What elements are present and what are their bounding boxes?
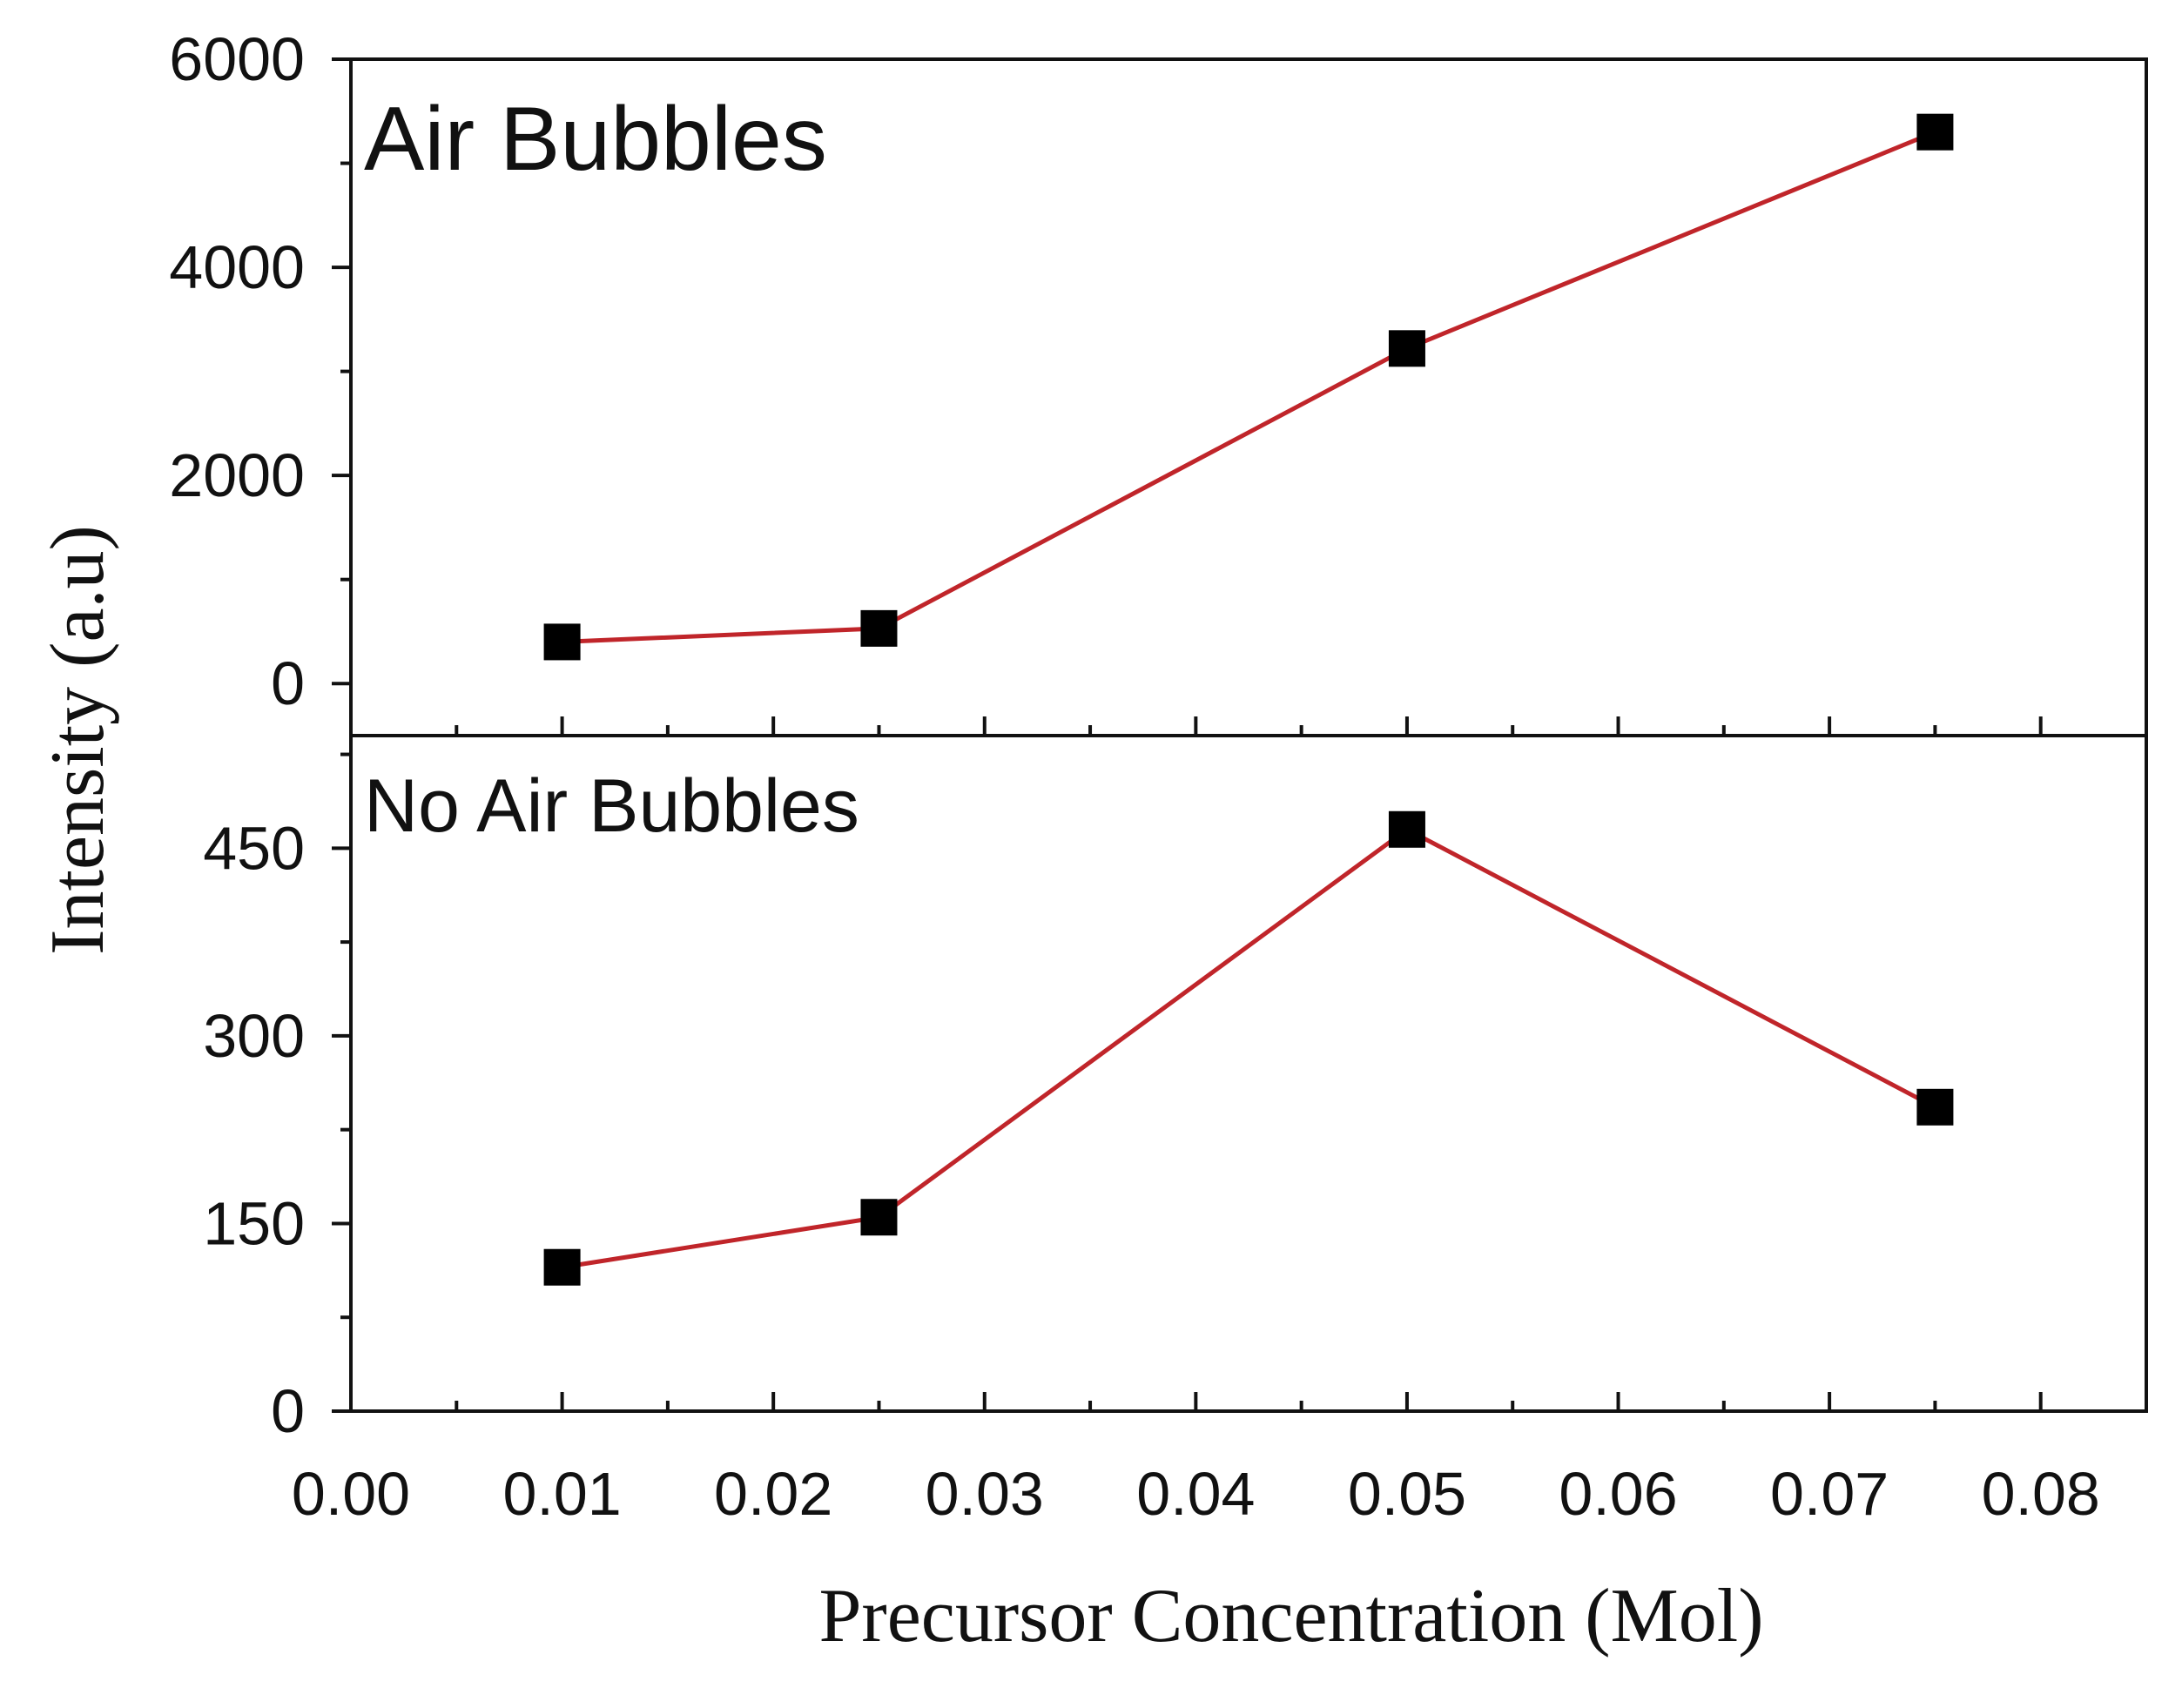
y-tick-label: 450	[203, 814, 305, 882]
y-tick-label: 150	[203, 1189, 305, 1257]
data-point-air-bubbles-2	[860, 609, 898, 647]
panel-air-bubbles: 0 2000 4000 6000 Air Bubbles	[169, 25, 2148, 736]
data-point-air-bubbles-1	[543, 623, 581, 661]
x-tick-label: 0.06	[1559, 1460, 1677, 1528]
panel-frame-no-air-bubbles	[349, 734, 2148, 1413]
x-tick-label: 0.02	[714, 1460, 832, 1528]
x-tick-label: 0.07	[1770, 1460, 1889, 1528]
x-tick-label: 0.08	[1982, 1460, 2100, 1528]
y-tick-label: 6000	[169, 25, 305, 93]
x-tick-label: 0.00	[292, 1460, 410, 1528]
series-line-no-air-bubbles	[562, 826, 1936, 1270]
data-point-no-air-bubbles-3	[1388, 810, 1425, 848]
x-tick-label: 0.05	[1348, 1460, 1466, 1528]
x-tick-label: 0.04	[1136, 1460, 1255, 1528]
x-tick-label: 0.03	[926, 1460, 1044, 1528]
series-line-air-bubbles	[562, 130, 1936, 644]
panel-air-bubbles-title: Air Bubbles	[364, 89, 827, 190]
y-tick-label: 0	[271, 1377, 305, 1445]
x-axis-tick-labels: 0.00 0.01 0.02 0.03 0.04 0.05 0.06 0.07 0.08	[292, 1460, 2100, 1528]
y-tick-label: 300	[203, 1002, 305, 1070]
panel-no-air-bubbles-ticks: 0 150 300 450	[203, 752, 2148, 1445]
x-axis-title: Precursor Concentration (Mol)	[818, 1574, 1763, 1658]
data-point-air-bubbles-4	[1916, 113, 1954, 151]
x-tick-label: 0.01	[502, 1460, 621, 1528]
data-point-air-bubbles-3	[1388, 330, 1425, 367]
panel-no-air-bubbles-series	[543, 810, 1954, 1286]
data-point-no-air-bubbles-4	[1916, 1088, 1954, 1126]
y-tick-label: 2000	[169, 441, 305, 509]
panel-air-bubbles-ticks: 0 2000 4000 6000	[169, 25, 2148, 736]
panel-frames	[349, 57, 2148, 1413]
panel-air-bubbles-series	[543, 113, 1954, 661]
data-point-no-air-bubbles-2	[860, 1199, 898, 1236]
data-point-no-air-bubbles-1	[543, 1248, 581, 1286]
panel-no-air-bubbles-title: No Air Bubbles	[364, 764, 859, 848]
y-tick-label: 0	[271, 649, 305, 717]
y-axis-title: Intensity (a.u)	[36, 525, 120, 955]
panel-no-air-bubbles: 0 150 300 450 No Air Bubbles	[203, 752, 2148, 1445]
y-tick-label: 4000	[169, 233, 305, 301]
